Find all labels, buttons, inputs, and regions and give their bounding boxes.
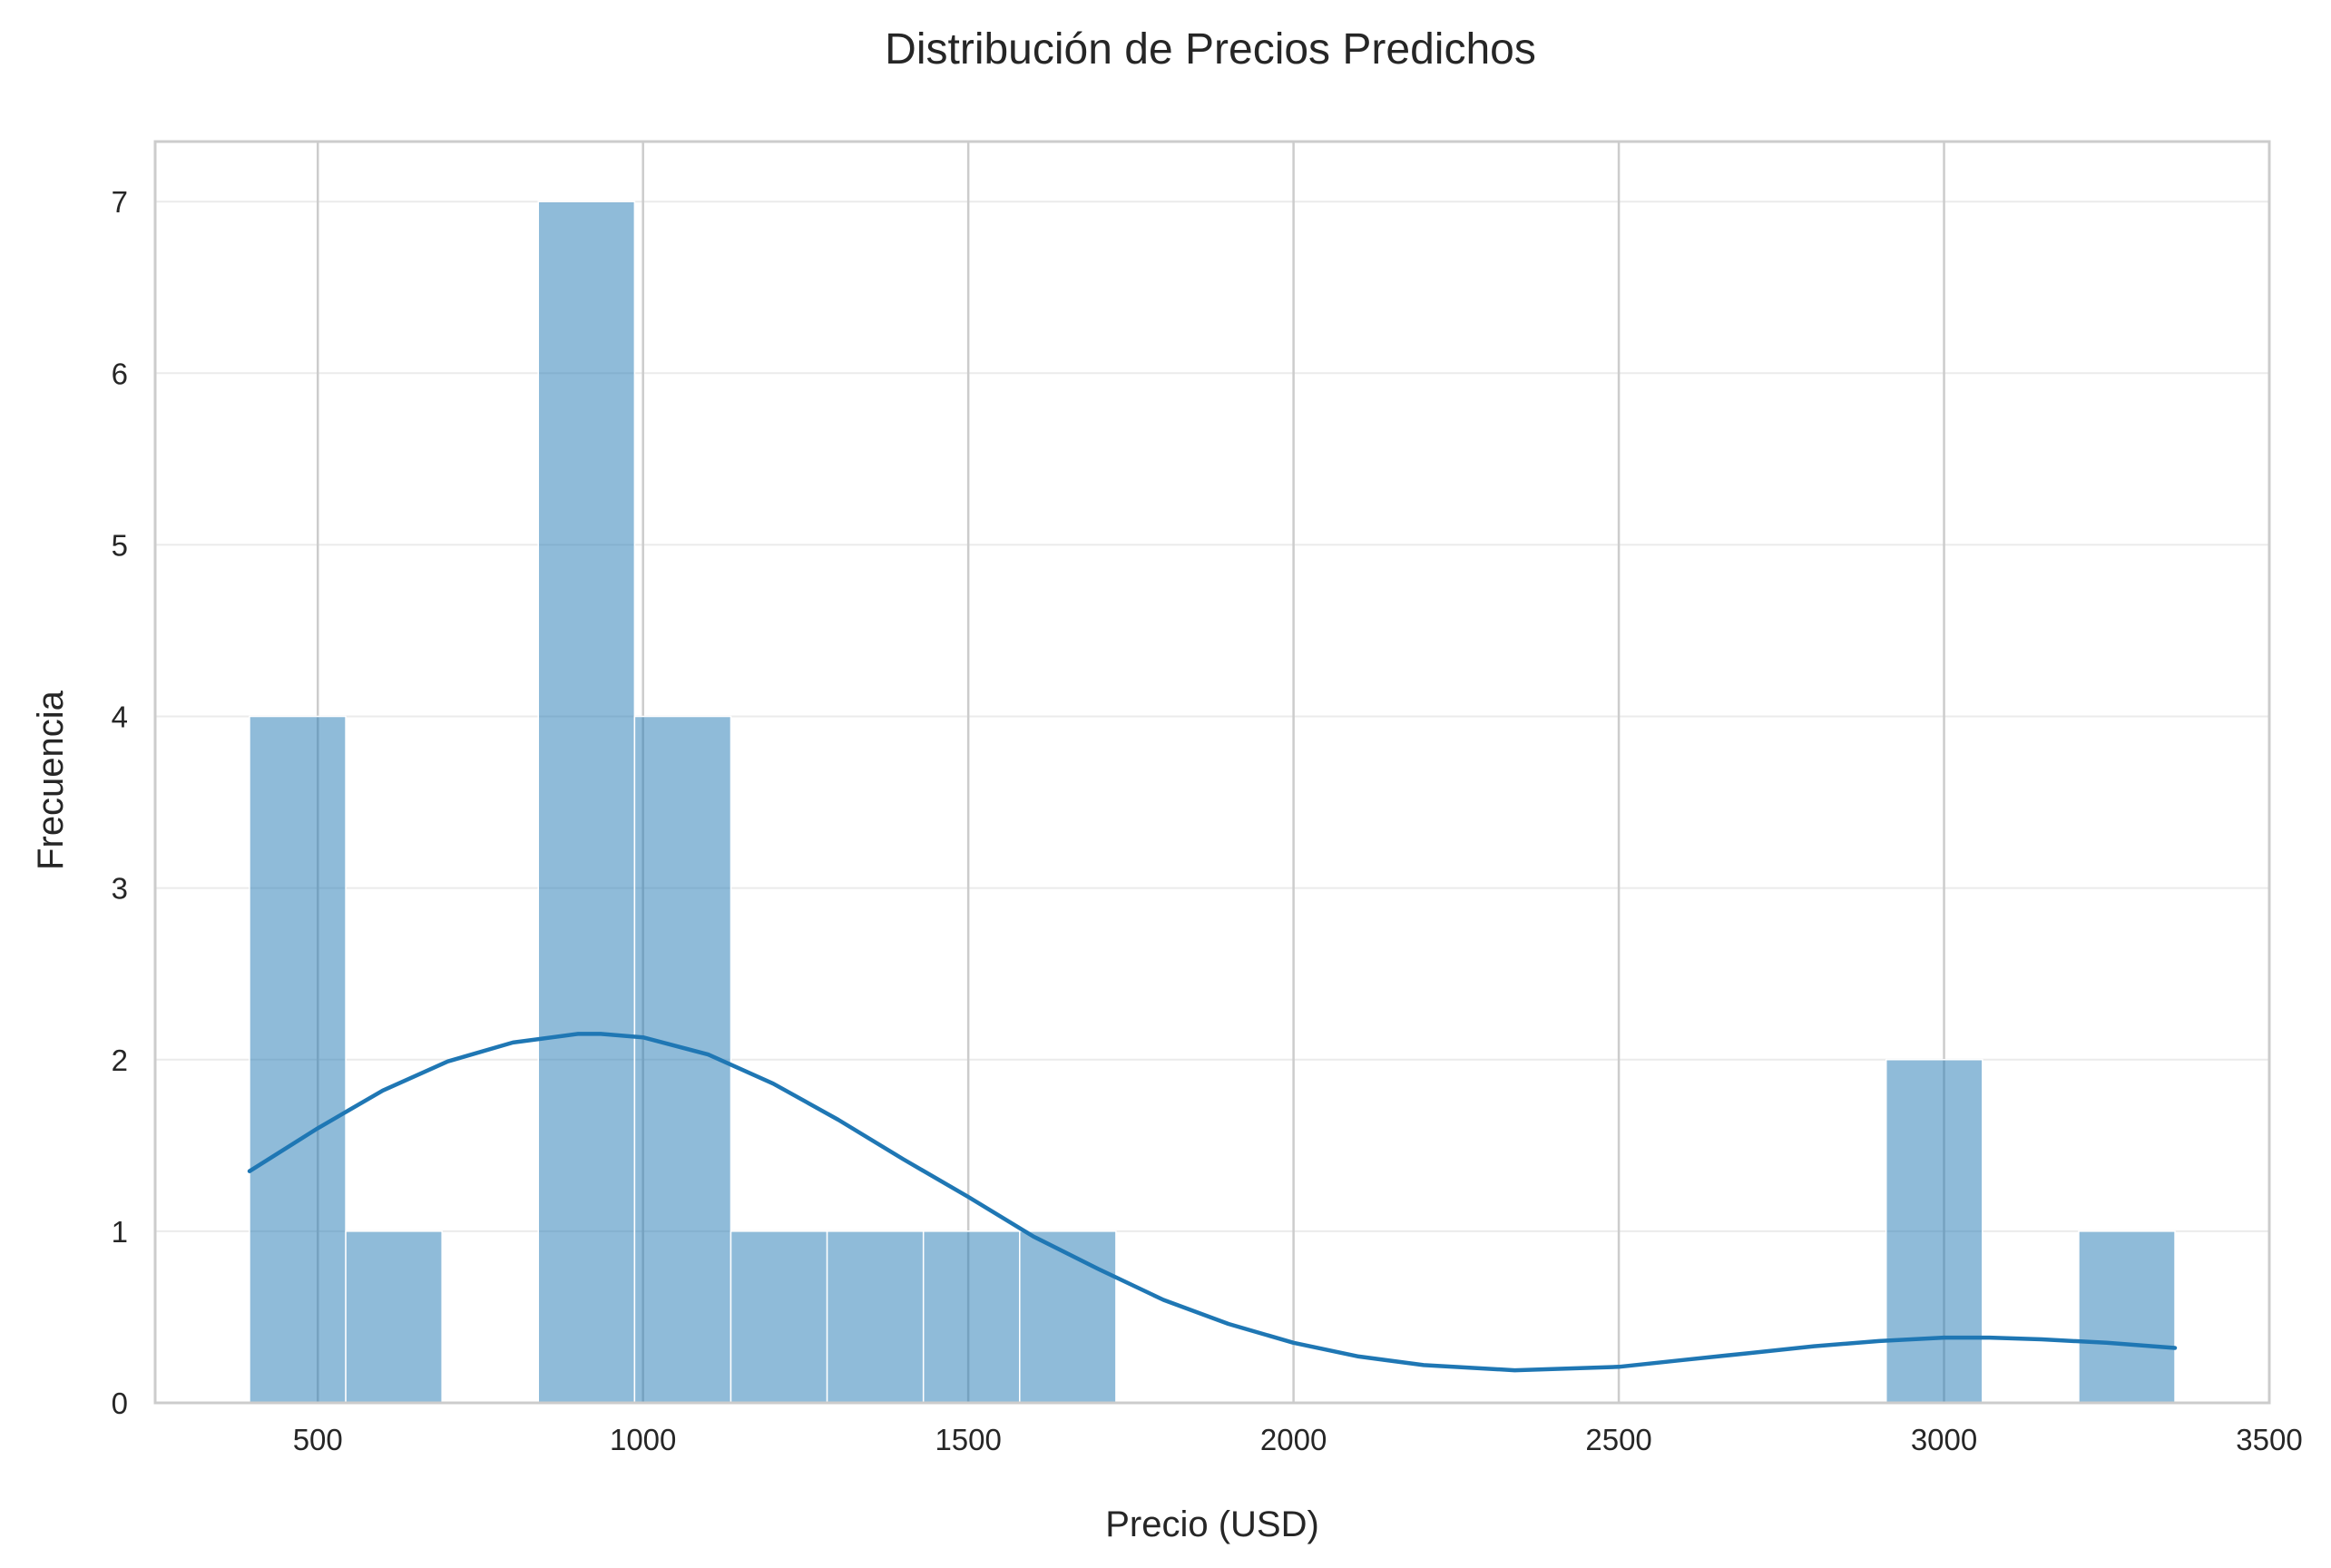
y-tick-label: 0 (112, 1387, 128, 1420)
y-tick-label: 5 (112, 528, 128, 562)
x-tick-label: 3500 (2236, 1423, 2302, 1456)
x-tick-label: 2500 (1585, 1423, 1651, 1456)
y-axis-ticks: 0 1 2 3 4 5 6 7 (112, 185, 128, 1420)
y-tick-label: 3 (112, 872, 128, 906)
histogram-bars (249, 201, 2176, 1404)
x-tick-label: 1000 (610, 1423, 676, 1456)
x-axis-label: Precio (USD) (1105, 1504, 1319, 1544)
x-axis-ticks: 500 1000 1500 2000 2500 3000 3500 (293, 1423, 2303, 1456)
histogram-bar (2078, 1230, 2176, 1404)
histogram-bar (1885, 1059, 1983, 1404)
x-tick-label: 1500 (935, 1423, 1001, 1456)
y-tick-label: 2 (112, 1044, 128, 1077)
x-tick-label: 2000 (1260, 1423, 1327, 1456)
y-axis-label: Frecuencia (31, 690, 71, 870)
kde-curve (247, 1032, 2178, 1373)
y-tick-label: 7 (112, 185, 128, 219)
histogram-bar (537, 201, 636, 1404)
histogram-bar (249, 715, 347, 1404)
histogram-bar (730, 1230, 828, 1404)
histogram-bar (922, 1230, 1021, 1404)
histogram-bar (1019, 1230, 1117, 1404)
plot-frame (153, 140, 2271, 1405)
y-tick-label: 1 (112, 1215, 128, 1249)
chart-title: Distribución de Precios Predichos (885, 25, 1536, 74)
y-tick-label: 6 (112, 357, 128, 390)
x-tick-label: 500 (293, 1423, 343, 1456)
x-tick-label: 3000 (1911, 1423, 1977, 1456)
y-tick-label: 4 (112, 701, 128, 734)
histogram-bar (345, 1230, 443, 1404)
histogram-bar (826, 1230, 925, 1404)
